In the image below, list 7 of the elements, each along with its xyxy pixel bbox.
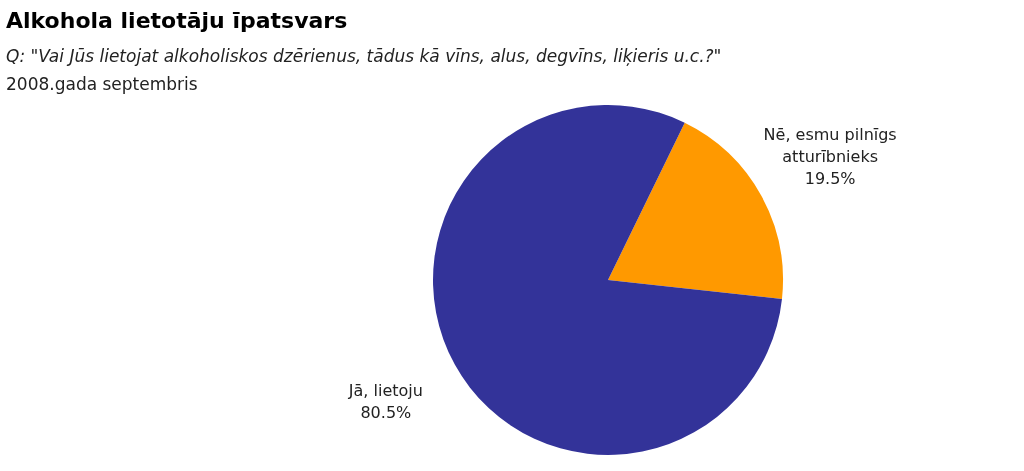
slice-label: Jā, lietoju bbox=[347, 380, 423, 400]
chart-title: Alkohola lietotāju īpatsvars bbox=[6, 8, 348, 33]
chart-subtitle: Q: "Vai Jūs lietojat alkoholiskos dzērienus, tādus kā vīns, alus, degvīns, liķieris u.c.?" bbox=[6, 46, 722, 66]
text: 2008.gada septembris bbox=[6, 74, 198, 94]
slice-label: Nē, esmu pilnīgs atturībnieks bbox=[763, 124, 897, 166]
data-label: 80.5% bbox=[360, 402, 412, 422]
data-label: 19.5% bbox=[804, 168, 856, 188]
